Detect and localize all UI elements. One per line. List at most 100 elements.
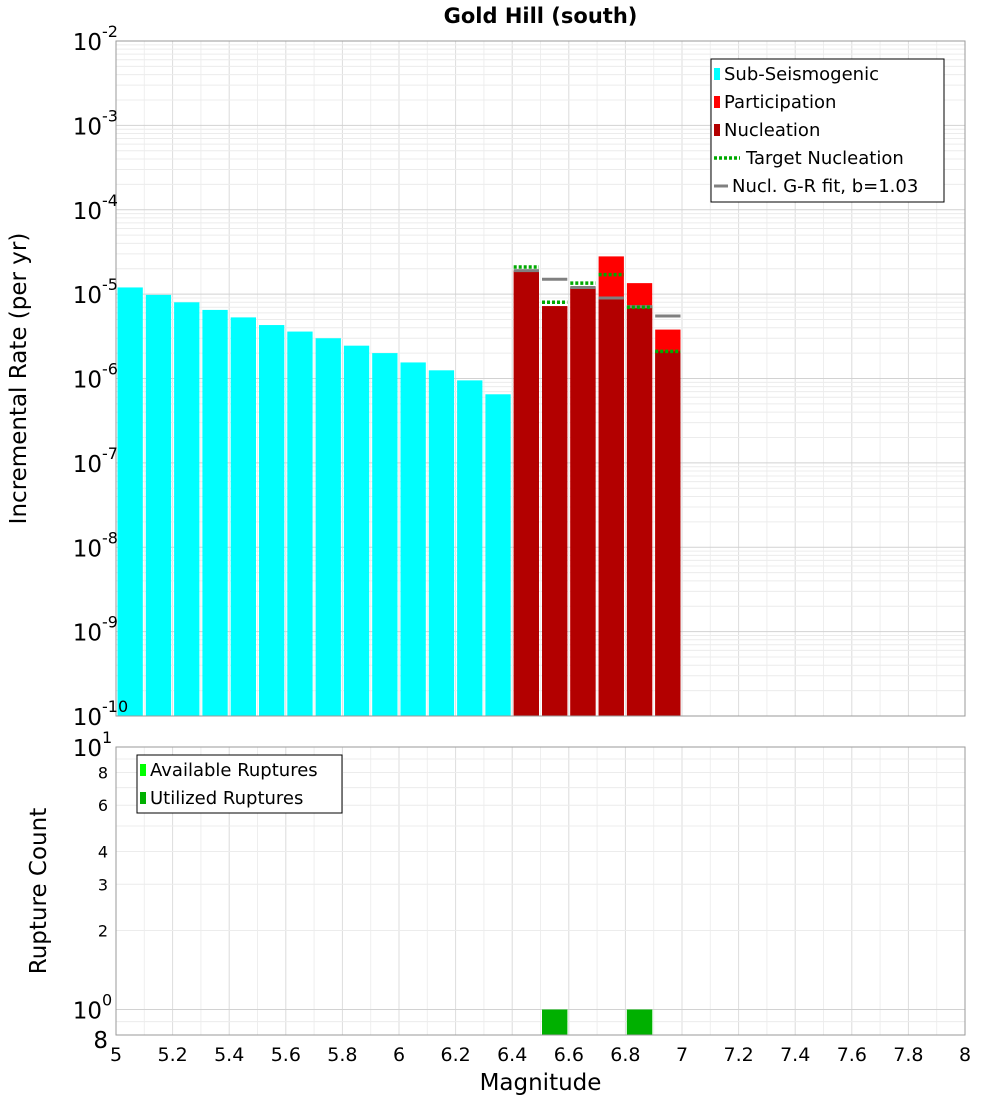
legend-label: Participation [724,92,836,113]
nucleation-bar [570,287,596,716]
x-tick-label: 7.8 [893,1044,923,1066]
sub-seismogenic-bar [428,370,455,716]
y-tick-exponent: -4 [102,191,118,210]
sub-seismogenic-bar [174,302,200,716]
y-tick-exponent: -3 [102,106,118,125]
y-tick-label: 10 [73,30,102,56]
count-legend-box [136,754,343,814]
y-tick-exponent: -7 [102,444,118,463]
x-tick-label: 7.2 [723,1044,753,1066]
x-tick-label: 6.8 [610,1044,640,1066]
legend-label: Sub-Seismogenic [724,64,879,85]
legend-label: Nucleation [724,120,820,141]
x-tick-label: 7.6 [837,1044,867,1066]
rate-y-axis-label: Incremental Rate (per yr) [6,233,32,525]
count-legend: Available Ruptures Utilized Ruptures [136,754,343,814]
x-tick-label: 5.8 [327,1044,357,1066]
count-y-axis-label: Rupture Count [26,808,52,974]
y-tick-exponent: -10 [102,697,128,716]
x-tick-label: 5.2 [157,1044,187,1066]
y-tick-label: 10 [73,999,102,1025]
count-plot-frame [115,746,966,1036]
y-tick-exponent: -6 [102,360,118,379]
y-tick-exponent: 1 [102,728,112,747]
y-tick-label: 10 [73,283,102,309]
x-tick-label: 7 [676,1044,688,1066]
y-tick-label: 10 [73,114,102,140]
nucleation-bar [655,351,681,716]
axis-labels: Magnitude Incremental Rate (per yr) Ruptur… [6,233,601,1096]
x-tick-label: 6.2 [440,1044,470,1066]
sub-seismogenic-bar [117,287,143,716]
y-tick-exponent: -2 [102,22,118,41]
x-tick-label: 5 [110,1044,122,1066]
y-tick-label: 10 [73,199,102,225]
y-tick-label: 10 [73,536,102,562]
rate-plot-frame [115,40,966,717]
y-tick-label: 10 [73,736,102,762]
sub-seismogenic-bar [230,317,256,716]
y-tick-exponent: -5 [102,275,118,294]
y-minor-tick-label: 2 [98,922,108,941]
y-tick-label: 10 [73,621,102,647]
legend-swatch [714,96,720,108]
rate-line-marks [513,265,681,354]
sub-seismogenic-bar [485,394,511,716]
sub-seismogenic-bar [145,294,172,716]
y-minor-tick-label: 4 [98,842,108,861]
rate-bars [117,256,681,716]
x-tick-label: 5.4 [214,1044,244,1066]
y-tick-label: 10 [73,368,102,394]
rate-grid [115,41,966,717]
legend-swatch [714,68,720,80]
count-bars [542,1009,653,1035]
y-minor-tick-label: 6 [98,796,108,815]
y-minor-tick-label: 8 [98,763,108,782]
legend-label: Nucl. G-R fit, b=1.03 [732,176,918,197]
y-tick-exponent: -9 [102,613,118,632]
x-tick-label: 6.4 [497,1044,527,1066]
chart-title-group: Gold Hill (south) [444,4,638,28]
y-minor-tick-label: 3 [98,875,108,894]
utilized-ruptures-bar [542,1009,568,1035]
sub-seismogenic-bar [202,309,228,716]
sub-seismogenic-bar [315,338,341,716]
legend-swatch [140,764,146,776]
x-axis-label: Magnitude [480,1070,602,1096]
x-tick-label: 7.4 [780,1044,810,1066]
y-tick-label: 10 [73,705,102,731]
sub-seismogenic-bar [343,345,370,716]
rate-legend-box [710,58,945,203]
y-tick-exponent: 0 [102,991,112,1010]
sub-seismogenic-bar [372,353,398,716]
x-tick-label: 6.6 [554,1044,584,1066]
legend-label: Available Ruptures [150,760,318,781]
y-tick-label: 10 [73,452,102,478]
sub-seismogenic-bar [259,325,285,716]
rate-legend: Sub-Seismogenic Participation Nucleation Ta… [710,58,945,203]
sub-seismogenic-bar [400,362,426,716]
y-tick-exponent: -8 [102,528,118,547]
sub-seismogenic-bar [287,331,313,716]
utilized-ruptures-bar [626,1009,653,1035]
x-ticks: 5 5.2 5.4 5.6 5.8 6 6.2 6.4 6.6 6.8 7 7.2 7.4 7.6 7.8 8 [110,1044,971,1066]
x-tick-label: 5.6 [271,1044,301,1066]
y-minor-tick-label: 8 [93,1028,108,1054]
legend-label: Utilized Ruptures [150,788,303,809]
nucleation-bar [542,306,568,716]
legend-swatch [140,792,146,804]
nucleation-bar [598,298,624,716]
legend-label: Target Nucleation [745,148,904,169]
legend-swatch [714,124,720,136]
chart-title: Gold Hill (south) [444,4,638,28]
x-tick-label: 8 [959,1044,971,1066]
x-tick-label: 6 [393,1044,405,1066]
nucleation-bar [626,308,653,716]
sub-seismogenic-bar [457,380,483,716]
nucleation-bar [513,270,539,716]
